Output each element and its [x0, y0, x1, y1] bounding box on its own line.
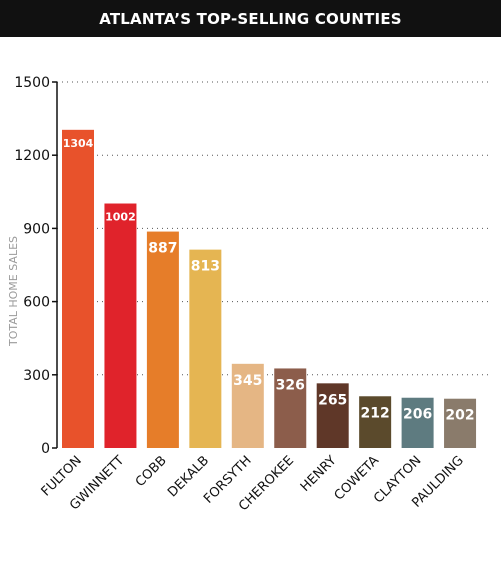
bar-paulding — [444, 398, 477, 448]
y-tick-label: 0 — [41, 441, 50, 457]
bar-fulton — [62, 129, 94, 448]
category-label: COBB — [133, 453, 170, 490]
bar-dekalb — [189, 249, 222, 448]
bars — [62, 129, 477, 448]
bar-forsyth — [231, 363, 264, 448]
bar-henry — [316, 383, 349, 448]
bar-clayton — [401, 397, 434, 448]
bar-cobb — [146, 231, 179, 448]
value-label: 212 — [361, 405, 390, 421]
bar-cherokee — [274, 368, 307, 448]
y-axis-label: TOTAL HOME SALES — [7, 236, 20, 347]
value-label: 265 — [318, 392, 347, 408]
y-tick-label: 600 — [23, 295, 50, 311]
value-label: 206 — [403, 407, 432, 423]
y-tick-label: 1200 — [14, 148, 50, 164]
y-tick-label: 1500 — [14, 75, 50, 91]
category-label: HENRY — [298, 453, 340, 495]
bar-gwinnett — [104, 203, 137, 448]
value-label: 1304 — [63, 137, 94, 150]
value-label: 887 — [148, 241, 177, 257]
bar-coweta — [359, 396, 392, 448]
value-label: 326 — [276, 377, 305, 393]
value-label: 813 — [191, 259, 220, 275]
value-label: 202 — [445, 408, 474, 424]
chart-title: ATLANTA’S TOP-SELLING COUNTIES — [0, 0, 501, 37]
y-ticks: 0 300 600 900 1200 1500 — [14, 75, 57, 457]
value-label: 345 — [233, 373, 262, 389]
value-label: 1002 — [105, 211, 136, 224]
y-tick-label: 300 — [23, 368, 50, 384]
value-labels: 1304 1002 887 813 345 326 265 212 206 202 — [63, 137, 475, 424]
y-tick-label: 900 — [23, 221, 50, 237]
